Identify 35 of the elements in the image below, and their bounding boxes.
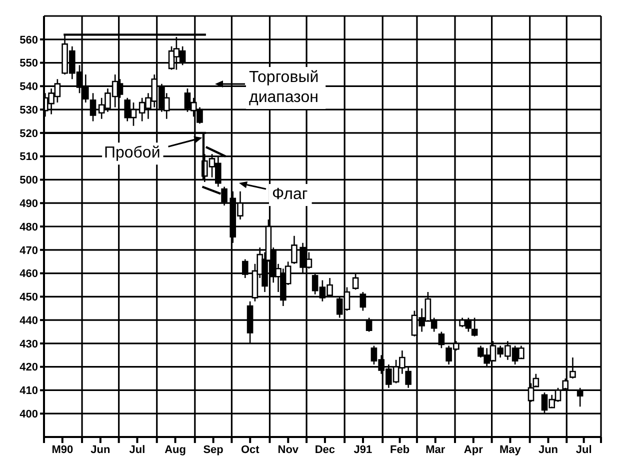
x-tick-label: Jul (576, 444, 592, 456)
y-tick-label: 420 (20, 362, 38, 374)
y-tick-label: 400 (20, 408, 38, 421)
x-tick-label: Feb (390, 444, 410, 456)
annotation: Флаг (272, 186, 308, 204)
x-tick-label: Oct (240, 444, 260, 456)
y-tick-label: 540 (20, 81, 38, 94)
x-tick-label: Jun (90, 444, 110, 456)
x-tick-label: M90 (52, 444, 74, 456)
y-tick-label: 450 (20, 292, 38, 304)
y-tick-label: 480 (20, 221, 38, 234)
x-tick-label: May (500, 444, 522, 456)
y-tick-label: 470 (20, 244, 38, 257)
x-tick-label: Apr (464, 444, 484, 456)
y-tick-label: 440 (20, 314, 38, 327)
x-tick-label: Mar (426, 444, 446, 456)
x-tick-label: Sep (203, 444, 224, 456)
x-tick-label: Jul (129, 444, 146, 456)
y-tick-label: 560 (20, 34, 38, 46)
x-tick-label: Dec (314, 444, 336, 456)
x-tick-label: Jun (538, 444, 558, 456)
y-tick-label: 520 (20, 128, 38, 140)
y-tick-label: 430 (20, 338, 38, 350)
y-tick-label: 460 (20, 268, 38, 280)
annotation: Торговый диапазон (249, 69, 319, 106)
y-tick-label: 410 (20, 385, 38, 398)
x-tick-label: Nov (278, 444, 300, 456)
y-tick-label: 500 (20, 174, 38, 187)
annotation: Пробой (104, 144, 160, 162)
y-tick-label: 530 (20, 104, 38, 116)
y-tick-label: 510 (20, 151, 38, 164)
y-tick-label: 550 (20, 58, 38, 70)
y-tick-label: 490 (20, 198, 38, 210)
x-tick-label: J91 (354, 444, 372, 456)
x-tick-label: Aug (164, 444, 186, 456)
